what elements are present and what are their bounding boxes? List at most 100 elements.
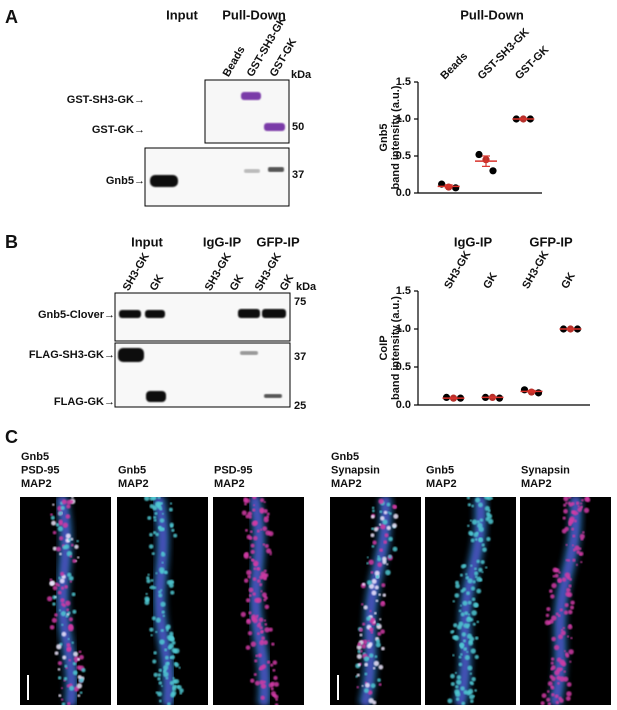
channel-label: Gnb5 — [426, 464, 454, 476]
puncta — [570, 636, 573, 640]
puncta — [70, 543, 74, 547]
puncta — [388, 512, 392, 515]
puncta — [555, 700, 560, 705]
puncta — [467, 578, 473, 584]
puncta — [471, 519, 478, 525]
y-axis-label: Gnb5 — [378, 123, 390, 151]
puncta — [154, 511, 158, 516]
micrograph-content — [355, 497, 399, 705]
puncta — [559, 676, 565, 682]
puncta — [173, 649, 178, 654]
puncta — [245, 645, 251, 650]
puncta — [152, 659, 157, 664]
puncta — [272, 668, 276, 672]
puncta — [574, 545, 580, 551]
micrograph-content — [240, 497, 280, 705]
puncta — [171, 640, 176, 645]
puncta — [164, 648, 168, 652]
puncta — [169, 524, 174, 528]
puncta — [455, 583, 460, 589]
puncta — [253, 672, 257, 677]
puncta — [62, 522, 69, 528]
puncta — [270, 687, 274, 691]
puncta — [376, 622, 380, 626]
y-axis-label: band intensity (a.u.) — [390, 296, 402, 400]
puncta — [547, 681, 553, 687]
puncta — [550, 657, 555, 661]
puncta — [363, 656, 370, 662]
puncta — [157, 501, 162, 506]
puncta — [147, 573, 150, 576]
puncta — [362, 582, 366, 586]
puncta — [61, 499, 67, 505]
puncta — [248, 515, 252, 519]
puncta — [383, 510, 388, 515]
puncta — [469, 672, 473, 675]
x-tick-label: SH3-GK — [520, 249, 551, 291]
puncta — [476, 559, 480, 564]
puncta — [54, 582, 59, 586]
puncta — [264, 543, 269, 549]
band-label: GST-SH3-GK→ — [67, 94, 145, 106]
x-tick-label: GST-GK — [513, 44, 551, 82]
puncta — [60, 571, 65, 576]
puncta — [567, 559, 571, 562]
puncta — [458, 609, 462, 613]
band-label: FLAG-GK→ — [54, 396, 115, 408]
puncta — [464, 611, 469, 616]
data-point — [489, 167, 497, 175]
lane-label: GK — [228, 273, 247, 293]
channel-label: MAP2 — [331, 478, 362, 490]
y-tick-label: 1.0 — [396, 323, 411, 335]
puncta — [379, 548, 384, 552]
puncta — [269, 551, 273, 554]
micrograph-content — [447, 497, 494, 705]
puncta — [255, 654, 259, 658]
puncta — [51, 520, 57, 526]
puncta — [547, 702, 552, 705]
chart-title: Pull-Down — [460, 7, 524, 22]
puncta — [72, 670, 78, 676]
puncta — [70, 537, 74, 541]
puncta — [579, 551, 584, 557]
puncta — [380, 516, 385, 521]
puncta — [364, 682, 370, 688]
gel-band — [241, 92, 261, 100]
puncta — [557, 579, 562, 583]
data-point — [495, 394, 504, 402]
puncta — [170, 655, 176, 660]
puncta — [165, 626, 169, 630]
puncta — [81, 668, 86, 673]
puncta — [371, 506, 375, 510]
puncta — [274, 681, 280, 687]
puncta — [547, 621, 552, 625]
puncta — [485, 566, 488, 569]
puncta — [578, 547, 582, 551]
puncta — [67, 638, 70, 641]
puncta — [486, 497, 492, 501]
puncta — [155, 630, 158, 634]
puncta — [362, 622, 366, 626]
puncta — [466, 625, 470, 629]
puncta — [268, 627, 273, 632]
puncta — [565, 558, 569, 562]
puncta — [460, 564, 466, 569]
puncta — [173, 533, 178, 538]
puncta — [572, 511, 575, 514]
puncta — [171, 690, 177, 696]
puncta — [49, 580, 56, 586]
puncta — [259, 498, 265, 503]
puncta — [60, 505, 65, 511]
puncta — [52, 585, 58, 591]
puncta — [369, 610, 372, 613]
puncta — [58, 519, 63, 524]
puncta — [259, 640, 265, 646]
puncta — [243, 554, 249, 560]
puncta — [375, 642, 381, 648]
puncta — [471, 504, 475, 508]
panel-label: A — [5, 7, 18, 27]
puncta — [264, 623, 268, 626]
puncta — [153, 672, 158, 678]
puncta — [169, 656, 172, 660]
